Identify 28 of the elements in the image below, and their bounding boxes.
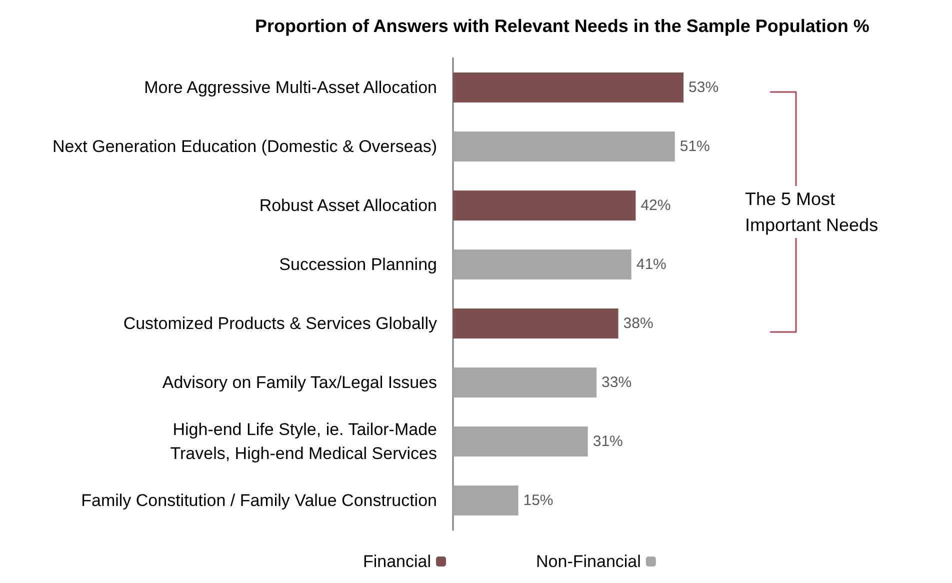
bar bbox=[453, 190, 636, 220]
bar bbox=[453, 250, 632, 280]
y-tick-label: High-end Life Style, ie. Tailor-Made Travels, High-end Medical Services bbox=[170, 420, 437, 463]
bar bbox=[453, 72, 684, 102]
bar bbox=[453, 368, 597, 398]
data-label: 53% bbox=[688, 79, 719, 96]
data-label: 15% bbox=[523, 492, 554, 509]
y-tick-label: Family Constitution / Family Value Construction bbox=[81, 491, 437, 510]
data-label: 42% bbox=[640, 197, 671, 214]
y-tick-label: Customized Products & Services Globally bbox=[123, 314, 438, 333]
text: The 5 Most Important Needs bbox=[745, 189, 878, 235]
data-label: 51% bbox=[680, 138, 710, 155]
y-tick-label: Next Generation Education (Domestic & Overseas) bbox=[52, 137, 437, 156]
chart-title: Proportion of Answers with Relevant Needs in the Sample Population % bbox=[255, 16, 870, 36]
legend-label: Non-Financial bbox=[536, 552, 641, 571]
bar bbox=[453, 308, 618, 338]
y-tick-label: Robust Asset Allocation bbox=[259, 196, 437, 215]
y-tick-label: Succession Planning bbox=[279, 255, 437, 274]
bar bbox=[453, 132, 675, 162]
data-label: 41% bbox=[636, 256, 666, 273]
y-tick-label: Advisory on Family Tax/Legal Issues bbox=[162, 373, 437, 392]
y-tick-label: More Aggressive Multi-Asset Allocation bbox=[144, 78, 437, 97]
legend-label: Financial bbox=[362, 552, 432, 571]
data-label: 31% bbox=[592, 433, 623, 450]
data-label: 38% bbox=[623, 315, 654, 332]
bar bbox=[453, 426, 588, 456]
bar bbox=[453, 486, 518, 516]
data-label: 33% bbox=[602, 374, 632, 391]
